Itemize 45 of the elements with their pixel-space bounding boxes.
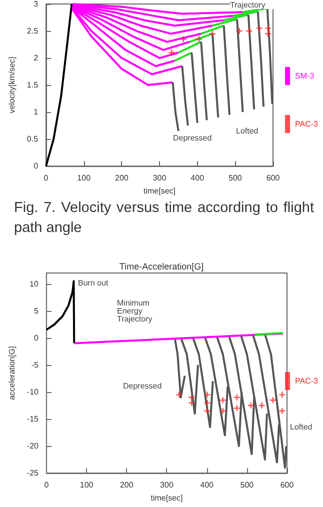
- y-tick-label: 0: [34, 333, 40, 342]
- y-tick-label: -15: [26, 414, 40, 424]
- x-tick-label: 500: [228, 174, 242, 183]
- caption: Fig. 7. Velocity versus time according to flight path angle: [14, 199, 314, 238]
- x-axis-title: time[sec]: [144, 186, 176, 196]
- y-tick-label: 1.5: [26, 80, 39, 90]
- y-tick-label: 5: [34, 306, 40, 316]
- y-axis-title: acceleration[G]: [8, 346, 16, 400]
- y-tick-label: 2: [34, 54, 39, 63]
- annotation: Depressed: [173, 134, 212, 142]
- y-tick-label: -5: [31, 360, 39, 370]
- legend-label: SM-3: [295, 72, 315, 80]
- x-tick-label: 0: [44, 174, 49, 183]
- y-tick-label: -10: [26, 387, 40, 396]
- annotation: Minimum Energy Trajectory: [117, 298, 152, 324]
- x-tick-label: 200: [115, 174, 129, 183]
- y-tick-label: 2.5: [26, 26, 39, 36]
- x-tick-label: 400: [200, 480, 214, 490]
- x-tick-label: 600: [266, 174, 280, 183]
- x-tick-label: 200: [120, 480, 134, 490]
- y-tick-label: 10: [30, 279, 40, 288]
- x-tick-label: 300: [160, 480, 174, 490]
- y-tick-label: 0: [34, 162, 39, 171]
- x-tick-label: 600: [280, 480, 294, 490]
- x-tick-label: 100: [80, 480, 94, 490]
- y-tick-label: 1: [34, 108, 39, 117]
- y-tick-label: 0.5: [26, 134, 39, 144]
- y-tick-label: 3: [34, 0, 39, 8]
- legend-label: PAC-3: [295, 120, 319, 128]
- annotation: Trajectory: [230, 0, 266, 10]
- y-tick-label: -25: [26, 468, 40, 478]
- annotation: Depressed: [123, 382, 162, 390]
- annotation: Lofted: [236, 126, 258, 136]
- y-tick-label: -20: [26, 442, 40, 451]
- x-tick-label: 300: [152, 174, 167, 183]
- x-tick-label: 0: [44, 480, 50, 490]
- y-axis-title: velocity[km/sec]: [8, 56, 16, 114]
- x-axis-title: time[sec]: [150, 494, 183, 502]
- annotation: Burn out: [78, 278, 110, 288]
- legend-label: PAC-3: [295, 376, 319, 386]
- x-tick-label: 100: [77, 174, 92, 183]
- chart-title: Time-Acceleration[G]: [119, 262, 204, 272]
- text: Lofted: [290, 422, 312, 432]
- x-tick-label: 400: [190, 174, 205, 183]
- x-tick-label: 500: [240, 480, 254, 490]
